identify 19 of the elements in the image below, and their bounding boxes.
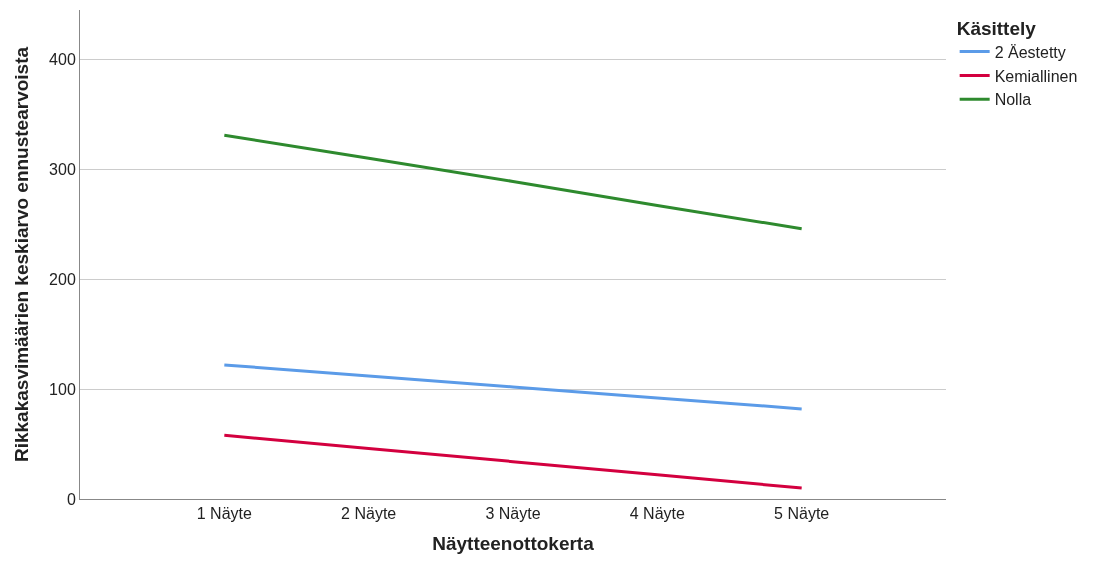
legend-label: 2 Äestetty <box>994 43 1066 61</box>
y-tick-label: 100 <box>49 380 76 398</box>
line-series <box>222 433 804 490</box>
x-tick-label: 1 Näyte <box>196 505 252 523</box>
y-tick-label: 300 <box>49 160 76 178</box>
legend-title: Käsittely <box>956 17 1037 39</box>
legend-label: Kemiallinen <box>994 67 1078 85</box>
x-axis-title: Näytteenottokerta <box>432 533 595 554</box>
legend-label: Nolla <box>994 91 1032 109</box>
line-series <box>222 363 804 411</box>
y-axis-title: Rikkakasvimäärien keskiarvo ennustearvoista <box>10 46 32 463</box>
y-tick-label: 200 <box>49 270 76 288</box>
x-tick-label: 5 Näyte <box>774 505 830 523</box>
x-tick-label: 2 Näyte <box>341 505 397 523</box>
y-tick-label: 400 <box>49 51 76 69</box>
x-tick-label: 3 Näyte <box>485 505 541 523</box>
line-series <box>222 133 804 231</box>
x-tick-label: 4 Näyte <box>629 505 685 523</box>
y-tick-label: 0 <box>66 490 76 508</box>
